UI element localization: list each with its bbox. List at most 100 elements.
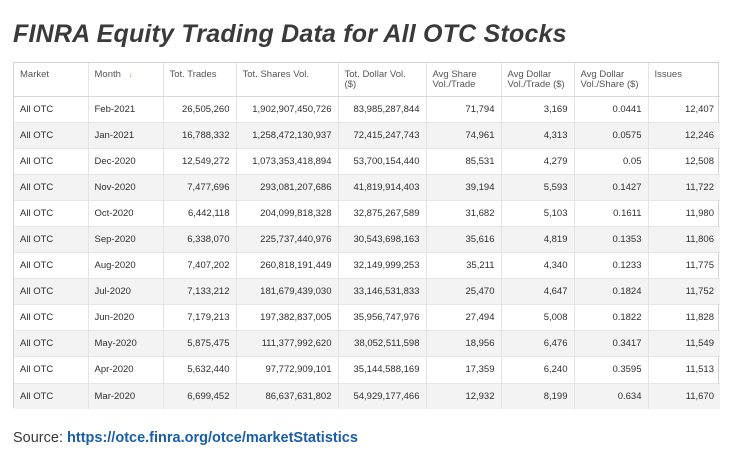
cell-avg-dollar-vol-trade: 5,103	[500, 200, 574, 227]
table-row: All OTC Feb-2021 26,505,260 1,902,907,450,7…	[14, 96, 720, 123]
cell-issues: 11,513	[647, 356, 720, 384]
table-row: All OTC May-2020 5,875,475 111,377,992,620 3…	[14, 330, 720, 358]
header-label: Avg Dollar Vol./Trade ($)	[507, 69, 565, 90]
header-column-month[interactable]: Month ↓	[87, 63, 163, 97]
cell-total-trades: 26,505,260	[162, 96, 236, 123]
table-row: All OTC Nov-2020 7,477,696 293,081,207,686 4…	[14, 174, 720, 201]
cell-avg-dollar-vol-trade: 4,313	[500, 122, 574, 149]
cell-month: Mar-2020	[87, 383, 163, 410]
cell-avg-share-vol-trade: 74,961	[425, 122, 501, 149]
cell-issues: 11,980	[647, 200, 720, 227]
cell-issues: 11,670	[647, 383, 720, 410]
cell-total-trades: 6,699,452	[162, 383, 236, 410]
table-row: All OTC Sep-2020 6,338,070 225,737,440,976 3…	[14, 226, 720, 254]
cell-total-dollar-vol: 33,146,531,833	[337, 278, 426, 306]
cell-month: Oct-2020	[87, 200, 163, 227]
cell-month: Apr-2020	[87, 356, 163, 384]
cell-avg-dollar-vol-share: 0.05	[573, 148, 648, 175]
header-column-avg-dollar-vol-share[interactable]: Avg Dollar Vol./Share ($)	[573, 63, 648, 97]
source-line: Source: https://otce.finra.org/otce/mark…	[13, 430, 358, 446]
cell-issues: 11,828	[647, 304, 720, 332]
cell-avg-share-vol-trade: 27,494	[425, 304, 501, 332]
cell-issues: 11,775	[647, 252, 720, 280]
cell-market: All OTC	[14, 122, 88, 149]
cell-month: May-2020	[87, 330, 163, 358]
cell-total-shares-vol: 86,637,631,802	[235, 383, 338, 410]
header-label: Tot. Dollar Vol. ($)	[344, 69, 406, 90]
cell-total-shares-vol: 1,258,472,130,937	[235, 122, 338, 149]
cell-total-dollar-vol: 35,144,588,169	[337, 356, 426, 384]
cell-avg-dollar-vol-trade: 6,240	[500, 356, 574, 384]
page-title: FINRA Equity Trading Data for All OTC St…	[13, 20, 567, 48]
cell-avg-share-vol-trade: 35,211	[425, 252, 501, 280]
cell-total-shares-vol: 1,073,353,418,894	[235, 148, 338, 175]
cell-market: All OTC	[14, 252, 88, 280]
cell-total-dollar-vol: 83,985,287,844	[337, 96, 426, 123]
header-column-issues[interactable]: Issues	[647, 63, 720, 97]
cell-total-dollar-vol: 72,415,247,743	[337, 122, 426, 149]
cell-month: Jul-2020	[87, 278, 163, 306]
table-row: All OTC Oct-2020 6,442,118 204,099,818,328 3…	[14, 200, 720, 227]
cell-issues: 11,549	[647, 330, 720, 358]
cell-market: All OTC	[14, 96, 88, 123]
cell-total-dollar-vol: 53,700,154,440	[337, 148, 426, 175]
header-column-total-shares-vol[interactable]: Tot. Shares Vol.	[235, 63, 338, 97]
cell-total-shares-vol: 197,382,837,005	[235, 304, 338, 332]
table-row: All OTC Jan-2021 16,788,332 1,258,472,130,9…	[14, 122, 720, 149]
header-label: Tot. Trades	[169, 69, 217, 80]
cell-month: Nov-2020	[87, 174, 163, 201]
cell-total-shares-vol: 181,679,439,030	[235, 278, 338, 306]
cell-issues: 11,806	[647, 226, 720, 254]
cell-market: All OTC	[14, 304, 88, 332]
sort-down-icon[interactable]: ↓	[128, 72, 133, 79]
cell-total-trades: 5,632,440	[162, 356, 236, 384]
cell-issues: 11,722	[647, 174, 720, 201]
header-column-avg-share-vol-trade[interactable]: Avg Share Vol./Trade	[425, 63, 501, 97]
header-label: Avg Share Vol./Trade	[432, 69, 477, 90]
cell-total-trades: 7,179,213	[162, 304, 236, 332]
cell-total-trades: 12,549,272	[162, 148, 236, 175]
header-column-total-trades[interactable]: Tot. Trades	[162, 63, 236, 97]
cell-issues: 12,508	[647, 148, 720, 175]
cell-total-trades: 7,477,696	[162, 174, 236, 201]
cell-total-shares-vol: 225,737,440,976	[235, 226, 338, 254]
header-column-total-dollar-vol[interactable]: Tot. Dollar Vol. ($)	[337, 63, 426, 97]
header-column-market[interactable]: Market	[14, 63, 88, 97]
cell-total-trades: 7,407,202	[162, 252, 236, 280]
cell-total-dollar-vol: 32,875,267,589	[337, 200, 426, 227]
cell-avg-dollar-vol-share: 0.634	[573, 383, 648, 410]
table-row: All OTC Mar-2020 6,699,452 86,637,631,802 54…	[14, 383, 720, 410]
cell-total-shares-vol: 293,081,207,686	[235, 174, 338, 201]
cell-total-dollar-vol: 38,052,511,598	[337, 330, 426, 358]
cell-total-trades: 7,133,212	[162, 278, 236, 306]
source-link[interactable]: https://otce.finra.org/otce/marketStatis…	[67, 430, 358, 446]
cell-avg-dollar-vol-share: 0.3595	[573, 356, 648, 384]
cell-avg-dollar-vol-share: 0.1611	[573, 200, 648, 227]
cell-market: All OTC	[14, 174, 88, 201]
cell-total-shares-vol: 97,772,909,101	[235, 356, 338, 384]
cell-avg-share-vol-trade: 18,956	[425, 330, 501, 358]
cell-avg-dollar-vol-share: 0.1822	[573, 304, 648, 332]
cell-issues: 12,246	[647, 122, 720, 149]
cell-avg-dollar-vol-trade: 4,819	[500, 226, 574, 254]
cell-total-trades: 5,875,475	[162, 330, 236, 358]
cell-avg-share-vol-trade: 12,932	[425, 383, 501, 410]
cell-issues: 11,752	[647, 278, 720, 306]
cell-total-dollar-vol: 35,956,747,976	[337, 304, 426, 332]
cell-avg-dollar-vol-trade: 5,593	[500, 174, 574, 201]
cell-avg-dollar-vol-trade: 4,340	[500, 252, 574, 280]
cell-avg-dollar-vol-trade: 4,279	[500, 148, 574, 175]
table-header-row: Market Month ↓ Tot. Trades Tot. Shares Vol. T…	[14, 63, 720, 97]
cell-month: Jun-2020	[87, 304, 163, 332]
cell-avg-share-vol-trade: 71,794	[425, 96, 501, 123]
data-table: Market Month ↓ Tot. Trades Tot. Shares Vol. T…	[14, 63, 720, 410]
source-label: Source:	[13, 430, 63, 446]
cell-avg-dollar-vol-share: 0.1427	[573, 174, 648, 201]
header-column-avg-dollar-vol-trade[interactable]: Avg Dollar Vol./Trade ($)	[500, 63, 574, 97]
cell-total-shares-vol: 111,377,992,620	[235, 330, 338, 358]
otc-data-table: Market Month ↓ Tot. Trades Tot. Shares Vol. T…	[13, 62, 720, 410]
cell-avg-dollar-vol-trade: 3,169	[500, 96, 574, 123]
cell-total-trades: 6,442,118	[162, 200, 236, 227]
cell-avg-share-vol-trade: 17,359	[425, 356, 501, 384]
cell-month: Feb-2021	[87, 96, 163, 123]
